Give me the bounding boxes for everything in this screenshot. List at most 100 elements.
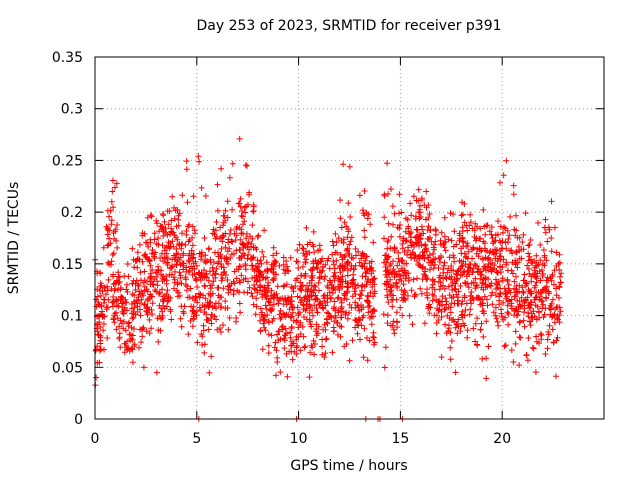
data-point (501, 343, 508, 350)
data-point (121, 304, 128, 311)
data-point (105, 241, 112, 248)
data-point (459, 308, 466, 315)
data-point (304, 241, 311, 248)
data-point (391, 244, 398, 251)
data-point (180, 260, 187, 267)
data-point (195, 270, 202, 276)
data-point (218, 277, 225, 284)
data-point (97, 283, 104, 290)
data-point (367, 265, 374, 272)
data-point (97, 292, 104, 299)
data-point (224, 305, 231, 311)
data-point (369, 313, 376, 320)
data-point (159, 275, 166, 282)
data-point (479, 308, 486, 315)
data-point (441, 285, 448, 292)
data-point (112, 228, 119, 235)
data-point (499, 313, 505, 320)
data-point (315, 323, 322, 330)
data-point (111, 312, 118, 319)
data-point (322, 350, 329, 357)
data-point (171, 215, 178, 222)
data-point (277, 336, 284, 343)
data-point (508, 300, 515, 307)
data-point (343, 223, 350, 230)
data-point (185, 238, 192, 245)
data-point (326, 289, 333, 296)
data-point (509, 259, 516, 266)
data-point (165, 221, 172, 228)
data-point (92, 347, 99, 354)
data-point (340, 161, 347, 168)
data-point (306, 249, 313, 256)
data-point (555, 316, 562, 323)
data-point (242, 162, 249, 169)
data-point (450, 252, 457, 259)
data-point (525, 242, 532, 249)
data-point (363, 270, 370, 277)
data-point (188, 255, 195, 262)
data-point (236, 289, 243, 296)
data-point (153, 369, 160, 376)
data-point (492, 276, 499, 283)
data-point (521, 298, 528, 305)
data-point (285, 268, 292, 275)
data-point (437, 259, 443, 265)
data-point (294, 258, 301, 265)
data-point (391, 210, 398, 217)
data-point (324, 282, 331, 289)
data-point (425, 202, 432, 209)
data-point (168, 271, 175, 278)
data-point (497, 239, 504, 246)
data-point (540, 301, 547, 308)
data-point (222, 230, 229, 237)
data-point (140, 324, 147, 331)
data-point (307, 349, 314, 356)
data-point (168, 316, 175, 323)
data-point (220, 322, 226, 328)
data-point (236, 135, 243, 142)
data-point (253, 295, 260, 302)
data-point (553, 337, 560, 344)
data-point (233, 318, 239, 325)
data-point (236, 200, 243, 207)
data-point (125, 344, 132, 351)
data-point (263, 293, 270, 300)
data-point (274, 283, 281, 290)
data-point (260, 253, 267, 260)
data-point (188, 303, 195, 310)
data-point (159, 250, 165, 257)
data-point (464, 334, 471, 341)
data-point (158, 316, 164, 322)
data-point (474, 315, 481, 322)
data-point (215, 253, 222, 260)
data-point (448, 237, 455, 244)
data-point (183, 276, 189, 283)
data-point (396, 271, 402, 278)
data-point (319, 255, 326, 262)
data-point (229, 160, 236, 167)
data-point (361, 188, 368, 194)
data-point (531, 313, 538, 320)
data-point (456, 230, 463, 237)
data-point (227, 227, 234, 233)
data-point (179, 230, 185, 237)
data-point (526, 241, 533, 248)
data-point (335, 294, 342, 301)
data-point (242, 209, 249, 216)
data-point (144, 311, 151, 318)
data-point (425, 259, 432, 266)
data-point (517, 334, 524, 341)
data-point (449, 280, 456, 286)
data-point (352, 262, 359, 269)
data-point (334, 249, 341, 256)
data-point (314, 309, 321, 316)
data-points (92, 135, 565, 422)
data-point (556, 283, 563, 290)
data-point (540, 286, 547, 293)
data-point (390, 258, 396, 265)
data-point (329, 290, 336, 297)
data-point (461, 294, 468, 301)
data-point (134, 308, 141, 315)
data-point (268, 287, 275, 294)
